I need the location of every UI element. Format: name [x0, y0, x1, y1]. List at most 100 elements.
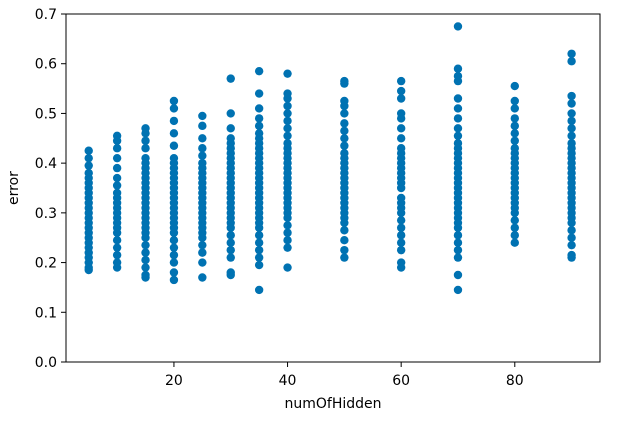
- data-point: [254, 245, 264, 255]
- data-point: [396, 193, 406, 203]
- data-point: [198, 258, 207, 267]
- data-point: [396, 238, 406, 247]
- y-axis-title: error: [6, 171, 22, 205]
- data-point: [283, 228, 292, 237]
- data-point: [567, 139, 576, 148]
- data-point: [141, 153, 150, 163]
- data-point: [112, 250, 122, 260]
- data-point: [226, 74, 235, 83]
- data-point: [510, 104, 519, 113]
- data-point: [141, 144, 150, 153]
- data-point: [396, 134, 406, 143]
- data-point: [254, 260, 264, 270]
- data-point: [510, 121, 519, 131]
- data-point: [169, 250, 179, 260]
- data-point: [112, 163, 122, 173]
- data-point: [198, 158, 207, 168]
- data-point: [141, 255, 150, 265]
- data-point: [226, 245, 235, 255]
- data-point: [453, 139, 463, 148]
- data-point: [340, 134, 349, 143]
- data-point: [396, 223, 406, 232]
- data-point: [141, 248, 150, 257]
- data-point: [112, 188, 122, 198]
- data-point: [84, 146, 93, 155]
- data-point: [169, 96, 179, 106]
- data-point: [283, 131, 292, 140]
- data-point: [226, 268, 235, 277]
- x-tick-label: 40: [279, 373, 297, 389]
- data-point: [112, 144, 122, 153]
- data-point: [198, 240, 207, 250]
- data-point: [283, 221, 292, 230]
- data-point: [84, 168, 93, 178]
- data-point: [340, 253, 349, 262]
- data-point: [169, 129, 179, 138]
- data-point: [567, 99, 576, 108]
- x-tick-label: 80: [506, 373, 524, 389]
- data-point: [396, 76, 406, 86]
- data-point: [84, 161, 93, 170]
- data-point: [254, 285, 264, 295]
- data-point: [254, 89, 264, 98]
- x-axis-title: numOfHidden: [284, 396, 381, 412]
- plot-frame: [65, 13, 601, 363]
- data-point: [226, 231, 235, 240]
- data-point: [283, 243, 292, 252]
- data-point: [340, 141, 349, 150]
- data-point: [112, 153, 122, 163]
- data-point: [396, 258, 406, 267]
- data-point: [169, 153, 179, 163]
- data-point: [510, 114, 519, 123]
- data-point: [510, 96, 519, 106]
- data-point: [453, 22, 463, 31]
- data-point: [510, 81, 519, 91]
- data-point: [283, 101, 292, 111]
- data-point: [141, 124, 150, 133]
- data-point: [226, 253, 235, 262]
- data-point: [112, 236, 122, 245]
- data-point: [141, 240, 150, 250]
- data-point: [283, 116, 292, 126]
- y-axis-ticks: 0.0 0.1 0.2 0.3 0.4 0.5 0.6 0.7: [35, 7, 66, 371]
- data-point: [567, 240, 576, 250]
- data-point: [567, 131, 576, 140]
- data-point: [169, 268, 179, 277]
- data-point: [453, 71, 463, 81]
- data-point: [567, 57, 576, 66]
- data-point: [112, 173, 122, 183]
- data-point: [283, 89, 292, 98]
- data-point: [396, 109, 406, 118]
- data-point: [283, 124, 292, 133]
- data-point: [340, 96, 349, 106]
- x-tick-label: 60: [392, 373, 410, 389]
- data-point: [453, 114, 463, 123]
- data-point: [510, 231, 519, 240]
- data-point: [453, 238, 463, 247]
- data-point: [141, 270, 150, 280]
- x-tick-label: 20: [165, 373, 183, 389]
- data-point: [112, 258, 122, 267]
- data-point: [453, 94, 463, 103]
- data-point: [254, 121, 264, 131]
- data-point: [340, 76, 349, 86]
- data-point: [169, 243, 179, 252]
- y-tick-label: 0.4: [35, 156, 57, 172]
- data-point: [198, 134, 207, 143]
- y-tick-label: 0.1: [35, 305, 57, 321]
- data-point: [396, 86, 406, 96]
- data-point: [169, 275, 179, 285]
- data-point: [567, 109, 576, 118]
- data-point: [226, 134, 235, 143]
- data-point: [84, 153, 93, 163]
- data-point: [226, 124, 235, 133]
- data-point: [141, 263, 150, 272]
- data-point: [112, 243, 122, 252]
- data-point: [169, 141, 179, 150]
- data-point: [198, 248, 207, 257]
- y-tick-label: 0.7: [35, 7, 57, 23]
- data-point: [254, 238, 264, 247]
- data-point: [453, 253, 463, 262]
- data-point: [453, 285, 463, 295]
